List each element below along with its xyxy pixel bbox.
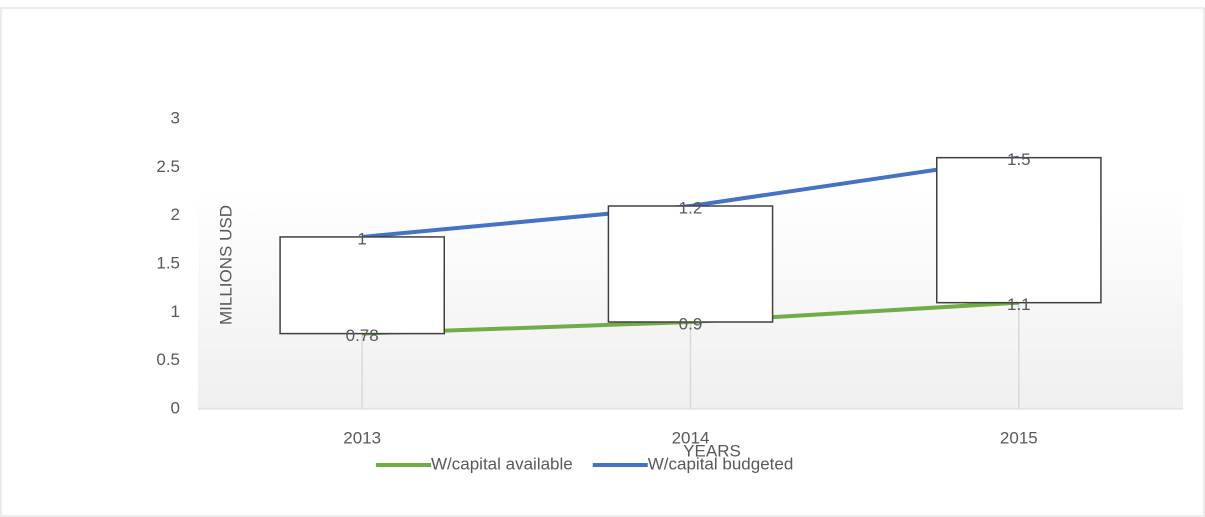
x-tick-label: 2013 bbox=[343, 428, 381, 447]
data-label: 1.2 bbox=[679, 198, 703, 217]
up-down-bar bbox=[936, 156, 1102, 304]
y-tick-label: 1.5 bbox=[156, 253, 180, 272]
data-label: 0.9 bbox=[679, 314, 703, 333]
y-tick-label: 1 bbox=[171, 302, 180, 321]
legend-label: W/capital budgeted bbox=[648, 454, 794, 473]
x-tick-label: 2015 bbox=[1000, 428, 1038, 447]
y-tick-label: 3 bbox=[171, 108, 180, 127]
y-axis-title: MILLIONS USD bbox=[216, 205, 235, 325]
y-tick-label: 2 bbox=[171, 205, 180, 224]
x-axis-title: YEARS bbox=[683, 441, 741, 460]
data-label: 1 bbox=[357, 229, 366, 248]
y-tick-label: 2.5 bbox=[156, 157, 180, 176]
up-down-bar bbox=[607, 205, 774, 323]
y-tick-label: 0 bbox=[171, 398, 180, 417]
data-label: 0.78 bbox=[346, 326, 379, 345]
data-label: 1.1 bbox=[1007, 295, 1031, 314]
up-down-bar bbox=[279, 236, 446, 335]
y-tick-label: 0.5 bbox=[156, 350, 180, 369]
data-label: 1.5 bbox=[1007, 150, 1031, 169]
legend-label: W/capital available bbox=[431, 454, 573, 473]
x-tick-label: 2014 bbox=[672, 428, 710, 447]
